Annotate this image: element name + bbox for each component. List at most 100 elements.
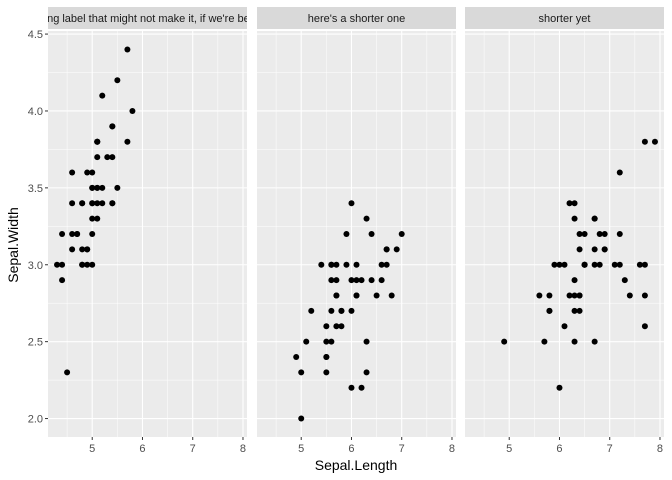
facet-panel-3: shorter yet 5 6 7 8 <box>465 7 664 455</box>
data-point <box>89 215 96 222</box>
x-tick-label: 7 <box>190 443 196 455</box>
facet-strip <box>48 7 247 29</box>
data-point <box>591 246 598 253</box>
x-tick-label: 7 <box>399 443 405 455</box>
data-point <box>79 200 86 207</box>
data-point <box>363 215 370 222</box>
data-point <box>383 246 390 253</box>
y-tick-label: 2.5 <box>28 337 43 349</box>
data-point <box>338 307 345 314</box>
data-point <box>616 231 623 237</box>
data-point <box>571 215 578 222</box>
data-point <box>333 277 340 284</box>
data-point <box>59 277 66 284</box>
x-tick-label: 5 <box>298 443 304 455</box>
data-point <box>556 261 563 268</box>
data-point <box>69 246 76 253</box>
data-point <box>333 292 340 299</box>
data-point <box>84 169 91 176</box>
data-point <box>641 261 648 268</box>
data-point <box>541 338 548 345</box>
data-point <box>591 338 598 345</box>
y-tick-label: 2.0 <box>28 414 43 426</box>
data-point <box>328 307 335 314</box>
data-point <box>601 231 608 237</box>
x-tick-label: 5 <box>506 443 512 455</box>
data-point <box>293 354 300 361</box>
data-point <box>378 261 385 268</box>
data-point <box>581 231 588 237</box>
data-point <box>328 261 335 268</box>
data-point <box>576 307 583 314</box>
data-point <box>571 292 578 299</box>
data-point <box>353 261 360 268</box>
data-point <box>596 231 603 237</box>
data-point <box>94 154 101 161</box>
y-tick-label: 4.0 <box>28 106 43 118</box>
data-point <box>641 323 648 330</box>
data-point <box>84 246 91 253</box>
data-point <box>373 292 380 299</box>
data-point <box>89 261 96 268</box>
data-point <box>348 384 355 391</box>
x-axis-title: Sepal.Length <box>315 457 398 473</box>
data-point <box>84 261 91 268</box>
data-point <box>348 307 355 314</box>
data-point <box>636 261 643 268</box>
data-point <box>129 107 136 114</box>
data-point <box>64 369 71 376</box>
x-tick-label: 6 <box>348 443 354 455</box>
data-point <box>74 231 81 237</box>
data-point <box>388 292 395 299</box>
data-point <box>363 338 370 345</box>
data-point <box>114 77 121 84</box>
data-point <box>323 323 330 330</box>
facet-panel-2: here's a shorter one 5 6 7 8 <box>257 7 456 455</box>
data-point <box>591 215 598 222</box>
data-point <box>59 231 66 237</box>
x-tick-label: 7 <box>607 443 613 455</box>
data-point <box>358 277 365 284</box>
data-point <box>318 261 325 268</box>
panel-background <box>257 31 456 437</box>
data-point <box>328 277 335 284</box>
data-point <box>611 261 618 268</box>
data-point <box>298 369 305 376</box>
data-point <box>641 292 648 299</box>
data-point <box>94 138 101 145</box>
data-point <box>333 323 340 330</box>
data-point <box>641 138 648 145</box>
data-point <box>571 338 578 345</box>
data-point <box>353 277 360 284</box>
data-point <box>368 277 375 284</box>
data-point <box>333 261 340 268</box>
data-point <box>109 200 116 207</box>
data-point <box>501 338 508 345</box>
data-point <box>79 246 86 253</box>
x-tick-label: 8 <box>449 443 455 455</box>
data-point <box>393 246 400 253</box>
data-point <box>343 261 350 268</box>
data-point <box>323 369 330 376</box>
data-point <box>89 184 96 191</box>
panel-background <box>465 31 664 437</box>
data-point <box>556 384 563 391</box>
data-point <box>353 292 360 299</box>
data-point <box>79 261 86 268</box>
facet-strip <box>465 7 664 29</box>
data-point <box>383 261 390 268</box>
data-point <box>576 292 583 299</box>
data-point <box>581 261 588 268</box>
data-point <box>109 123 116 130</box>
data-point <box>99 92 106 99</box>
data-point <box>626 292 633 299</box>
data-point <box>596 261 603 268</box>
data-point <box>348 200 355 207</box>
data-point <box>104 154 111 161</box>
facet-strip-label: This is a long label that might not make… <box>0 13 301 25</box>
y-axis-title: Sepal.Width <box>5 207 21 282</box>
data-point <box>94 184 101 191</box>
data-point <box>348 277 355 284</box>
y-tick-label: 3.0 <box>28 260 43 272</box>
